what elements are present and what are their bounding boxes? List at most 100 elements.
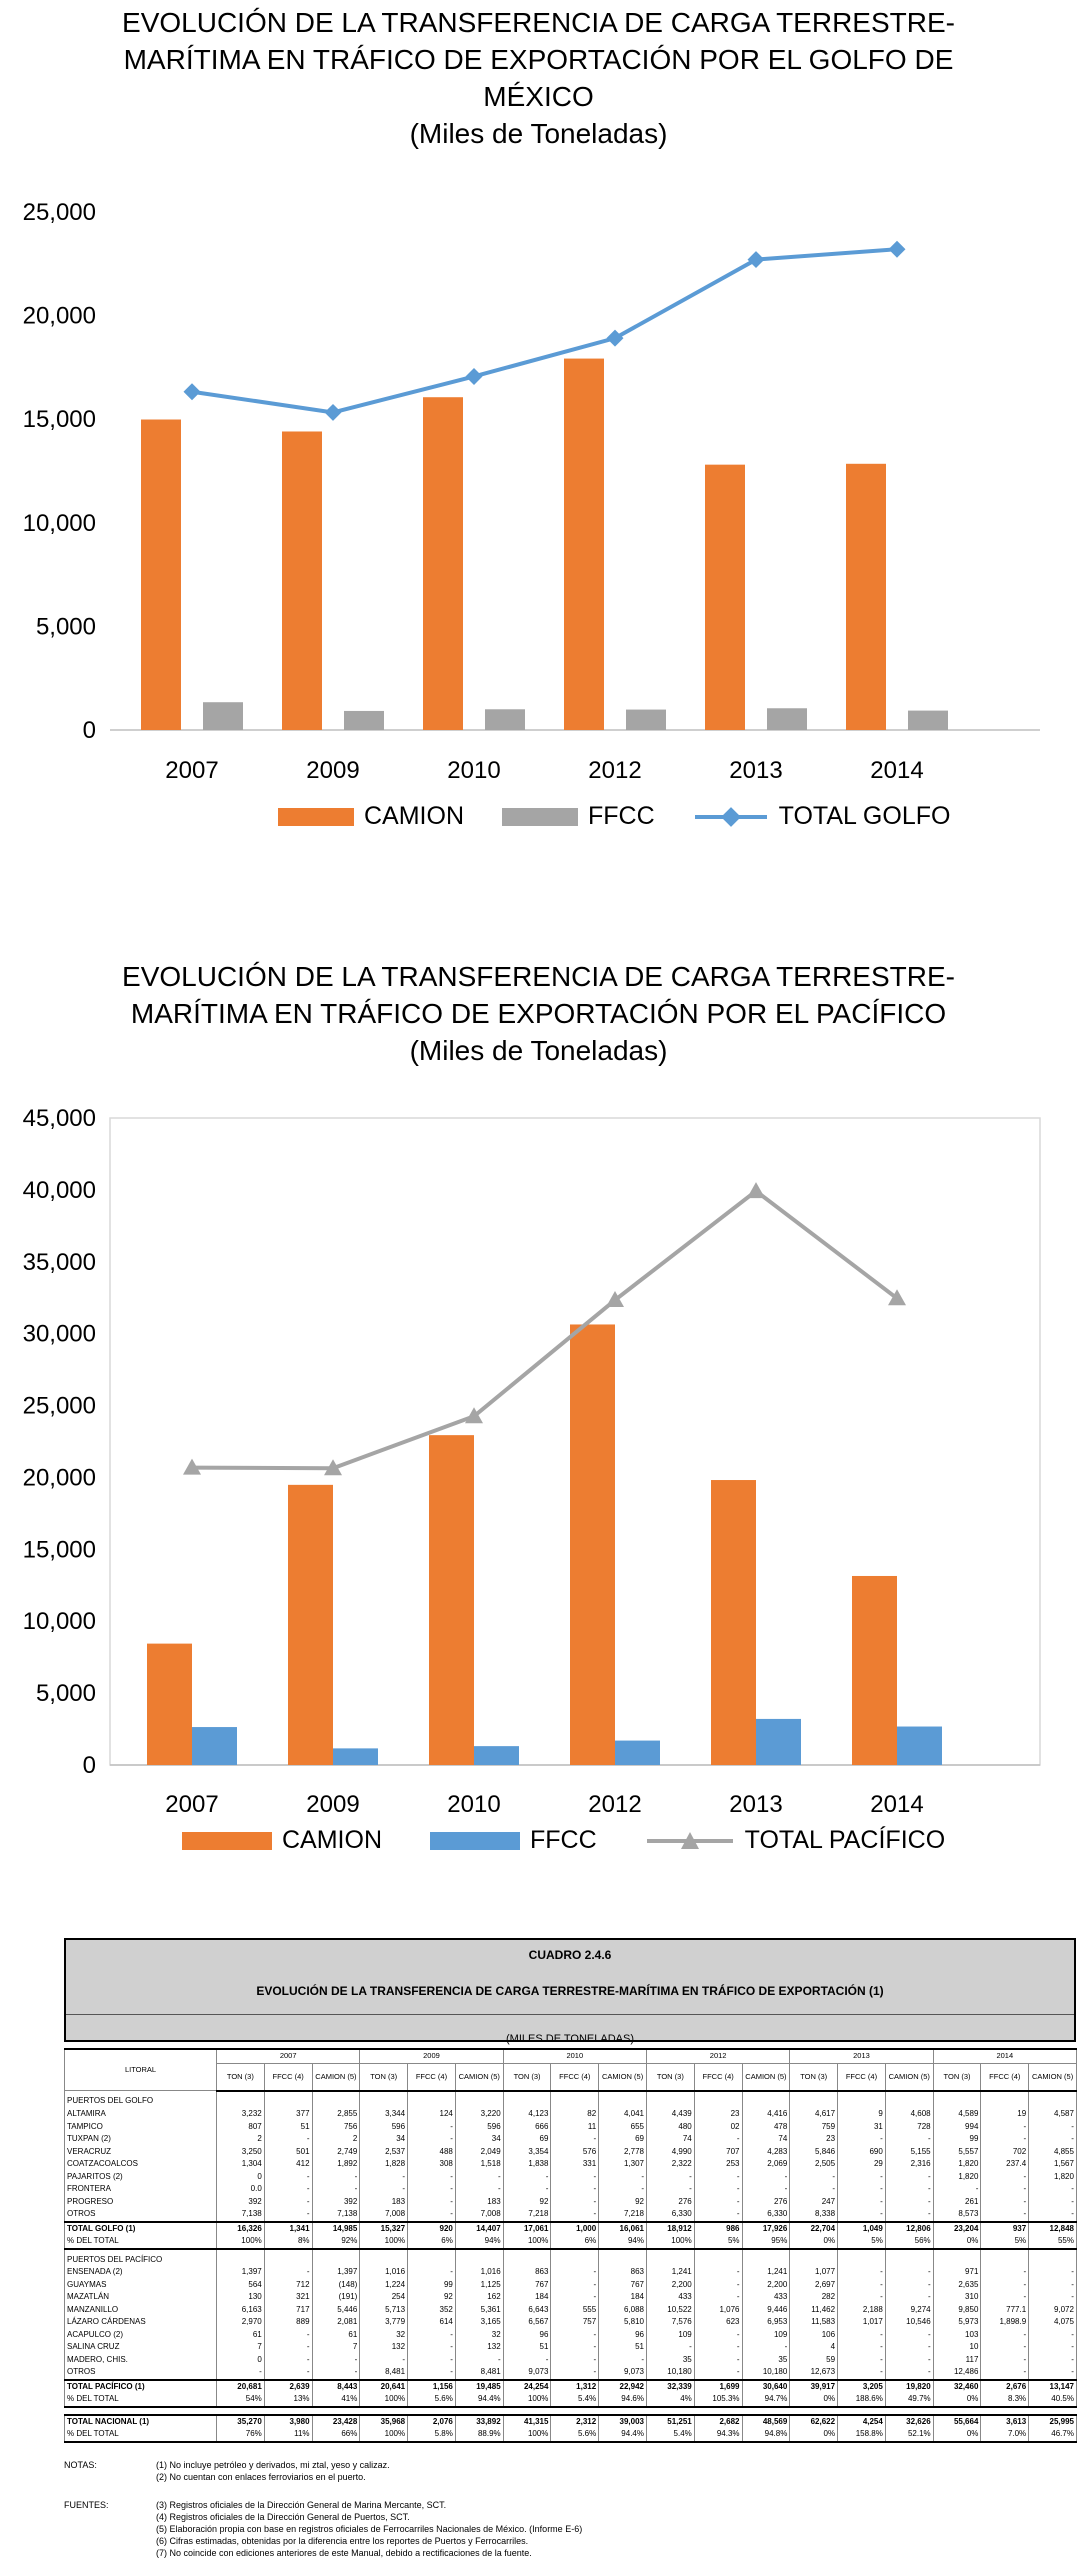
table-row: SALINA CRUZ 7-7 132-132 51-51- - -4- -10- -	[64, 2341, 1077, 2354]
table-cell: 184	[502, 2291, 552, 2304]
table-row: OTROS - - -8,481-8,481 9,073-9,073 10,180-10,…	[64, 2366, 1077, 2380]
table-cell: 51	[263, 2120, 313, 2133]
table-cell: -	[693, 2353, 743, 2366]
y-tick-label: 5,000	[36, 613, 96, 640]
table-cell: -	[502, 2183, 552, 2196]
table-cell: 6%	[407, 2235, 456, 2250]
table-cell: -	[502, 2170, 552, 2183]
table-cell: -	[263, 2183, 313, 2196]
table-cell	[598, 2090, 647, 2108]
table-cell: 188.6%	[837, 2393, 886, 2408]
table-cell: 20,641	[359, 2378, 409, 2393]
table-cell	[694, 2407, 742, 2415]
notes-row: NOTAS: (1) No incluye petróleo y derivado…	[64, 2459, 1077, 2471]
table-cell: -	[407, 2183, 456, 2196]
table-cell: 757	[550, 2316, 600, 2329]
table-cell: 655	[598, 2120, 647, 2133]
table-cell: -	[837, 2328, 886, 2341]
table-cell: 39,003	[598, 2413, 647, 2428]
table-cell: 1,241	[741, 2266, 791, 2279]
table-cell: -	[884, 2133, 934, 2146]
y-tick-label: 45,000	[23, 1105, 96, 1132]
x-tick-label: 2013	[729, 1791, 782, 1818]
table-cell: 9	[837, 2108, 886, 2121]
sources-spacer	[64, 2547, 156, 2559]
table-cell: 2,749	[311, 2145, 361, 2158]
table-cell	[885, 2407, 933, 2415]
table-cell: 12,806	[884, 2220, 934, 2235]
table-section-row: PUERTOS DEL PACÍFICO	[64, 2248, 1077, 2266]
row-label: ENSENADA (2)	[64, 2266, 217, 2279]
table-cell	[216, 2090, 265, 2108]
table-cell: 40.5%	[1028, 2393, 1077, 2408]
table-cell: -	[311, 2353, 361, 2366]
table-cell: -	[263, 2266, 313, 2279]
table-cell: 7.0%	[980, 2428, 1030, 2443]
table-cell: 1,016	[454, 2266, 504, 2279]
col-header-sub: FFCC (4)	[407, 2063, 456, 2092]
table-cell: -	[980, 2170, 1030, 2183]
table-cell: -	[598, 2170, 647, 2183]
table-cell: 99	[932, 2133, 982, 2146]
table-cell: 10,180	[741, 2366, 791, 2380]
table-cell: 99	[407, 2278, 456, 2291]
table-cell: -	[1028, 2195, 1077, 2208]
table-cell: 1,838	[502, 2158, 552, 2171]
y-tick-label: 15,000	[23, 1536, 96, 1563]
table-cell: 23	[693, 2108, 743, 2121]
legend-swatch	[182, 1831, 272, 1850]
table-cell: 105.3%	[693, 2393, 743, 2408]
table-cell: 308	[407, 2158, 456, 2171]
col-header-year: 2014	[932, 2048, 1077, 2064]
table-cell: -	[884, 2208, 934, 2222]
table-cell: -	[1028, 2266, 1077, 2279]
table-cell: -	[550, 2341, 600, 2354]
table-cell: -	[407, 2266, 456, 2279]
table-cell: 807	[216, 2120, 265, 2133]
bar-ffcc-2014	[908, 710, 948, 730]
table-cell: 2	[216, 2133, 265, 2146]
series-line-total	[191, 247, 898, 415]
row-label: FRONTERA	[64, 2183, 217, 2196]
row-label: % DEL TOTAL	[64, 2235, 217, 2250]
table-cell: 1,017	[837, 2316, 886, 2329]
table-cell: -	[884, 2170, 934, 2183]
table-row: MADERO, CHIS. 0- - - - - - - -35-35 59- -117- -	[64, 2353, 1077, 2366]
table-cell: 1,699	[693, 2378, 743, 2393]
sources-spacer	[64, 2523, 156, 2535]
table-cell: 132	[454, 2341, 504, 2354]
chart2-title-line3: (Miles de Toneladas)	[409, 1035, 668, 1066]
table-cell: -	[407, 2353, 456, 2366]
sources-row: FUENTES: (3) Registros oficiales de la Di…	[64, 2499, 1077, 2511]
table-cell: 4	[789, 2341, 839, 2354]
table-cell: 7,576	[645, 2316, 695, 2329]
table-cell: -	[693, 2328, 743, 2341]
table-cell: 6,953	[741, 2316, 791, 2329]
table-cell: 3,205	[837, 2378, 886, 2393]
table-cell: 7,218	[502, 2208, 552, 2222]
table-cell: 54%	[216, 2393, 265, 2408]
y-tick-label: 0	[83, 1752, 96, 1779]
table-cell: 2,697	[789, 2278, 839, 2291]
table-cell: 17,926	[741, 2220, 791, 2235]
table-cell	[550, 2090, 600, 2108]
x-tick-label: 2014	[870, 1791, 923, 1818]
table-cell: 2,635	[932, 2278, 982, 2291]
table-cell	[216, 2248, 265, 2266]
table-cell: 986	[693, 2220, 743, 2235]
table-cell: -	[263, 2195, 313, 2208]
x-tick-label: 2010	[447, 757, 500, 784]
table-cell: 690	[837, 2145, 886, 2158]
chart1-plot: 0 5,000 10,000 15,000 20,000 25,000 2007 2009 20…	[23, 199, 1040, 784]
table-row: TOTAL PACÍFICO (1) 20,681 2,639 8,443 20,641…	[64, 2378, 1077, 2393]
legend-label: FFCC	[588, 802, 655, 830]
table-row: TOTAL NACIONAL (1) 35,270 3,980 23,428 35,96…	[64, 2413, 1077, 2428]
table-row: ALTAMIRA 3,232 377 2,855 3,344 124 3,220 4,123 8…	[64, 2108, 1077, 2121]
table-cell	[645, 2090, 695, 2108]
table-cell	[217, 2407, 265, 2415]
table-cell: 488	[407, 2145, 456, 2158]
y-tick-label: 35,000	[23, 1249, 96, 1276]
table-cell: 1,397	[216, 2266, 265, 2279]
table-cell: -	[1028, 2291, 1077, 2304]
notes-label: NOTAS:	[64, 2459, 97, 2470]
